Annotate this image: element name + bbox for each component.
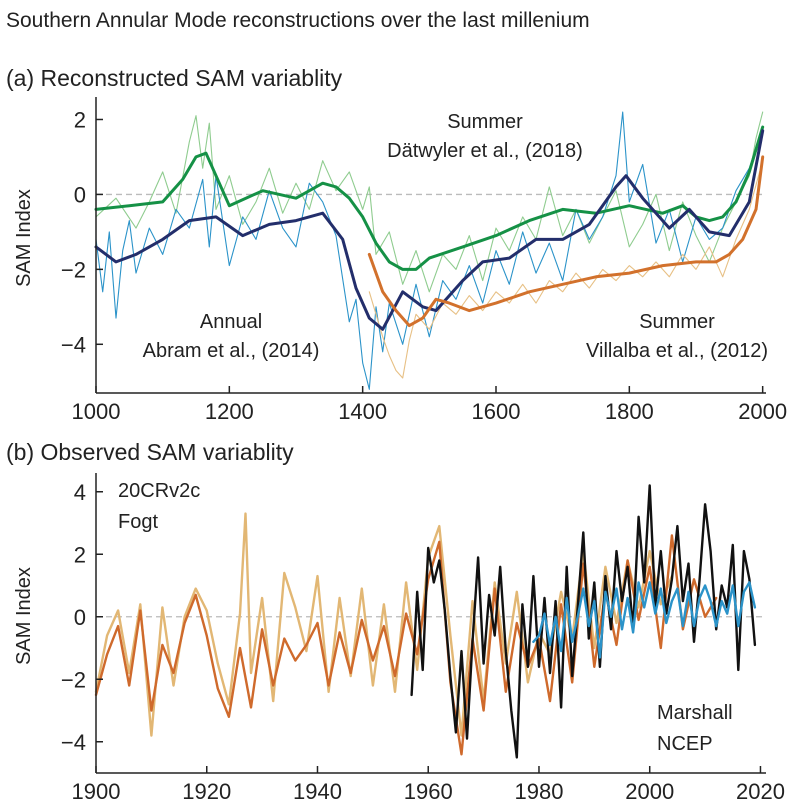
x-tick-label: 1980 [514,779,563,804]
y-tick-label: 2 [74,107,86,132]
legend-fogt: Fogt [118,511,158,533]
annotation-villalba-season: Summer [639,311,715,333]
annotation-abram-season: Annual [200,311,262,333]
annotation-datwyler-citation: Dätwyler et al., (2018) [387,140,583,162]
series-marshall [410,484,757,759]
x-tick-label: 2020 [736,779,785,804]
x-tick-label: 1900 [72,779,121,804]
panel-b: (b) Observed SAM variablity SAM Index 19… [6,439,785,804]
x-tick-label: 1200 [205,399,254,424]
panel-b-axes: 1900 1920 1940 1960 1980 2000 2020 −4 −2 0 2 4 [61,473,785,804]
figure-title: Southern Annular Mode reconstructions ov… [6,9,590,32]
x-tick-label: 2000 [625,779,674,804]
panel-b-title: (b) Observed SAM variablity [6,439,294,465]
panel-a: (a) Reconstructed SAM variablity SAM Ind… [6,65,787,424]
y-tick-label: −4 [61,332,86,357]
panel-a-title: (a) Reconstructed SAM variablity [6,65,343,91]
annotation-abram-citation: Abram et al., (2014) [143,340,320,362]
annotation-datwyler-season: Summer [447,111,523,133]
x-tick-label: 1940 [293,779,342,804]
x-tick-label: 1600 [472,399,521,424]
x-tick-label: 1000 [72,399,121,424]
y-tick-label: −2 [61,667,86,692]
x-tick-label: 1400 [338,399,387,424]
y-tick-label: −2 [61,257,86,282]
y-tick-label: 0 [74,182,86,207]
series-20crv2c [94,534,718,756]
y-tick-label: 4 [74,480,86,505]
x-tick-label: 2000 [738,399,787,424]
series-villalba [367,155,765,328]
series-datwyler_raw [95,111,764,293]
series-fogt [94,512,674,737]
panel-b-ylabel: SAM Index [13,567,35,665]
panel-a-axes: 1000 1200 1400 1600 1800 2000 −4 −2 0 2 [61,97,787,424]
panel-a-ylabel: SAM Index [13,189,35,287]
y-tick-label: 2 [74,542,86,567]
annotation-villalba-citation: Villalba et al., (2012) [586,340,768,362]
panel-b-series [94,484,766,759]
y-tick-label: 0 [74,605,86,630]
legend-20crv2c: 20CRv2c [118,480,200,502]
y-tick-label: −4 [61,730,86,755]
panel-a-series [94,111,766,390]
x-tick-label: 1960 [404,779,453,804]
series-ncep [532,581,757,659]
x-tick-label: 1800 [605,399,654,424]
x-tick-label: 1920 [182,779,231,804]
legend-ncep: NCEP [657,733,713,755]
legend-marshall: Marshall [657,702,733,724]
